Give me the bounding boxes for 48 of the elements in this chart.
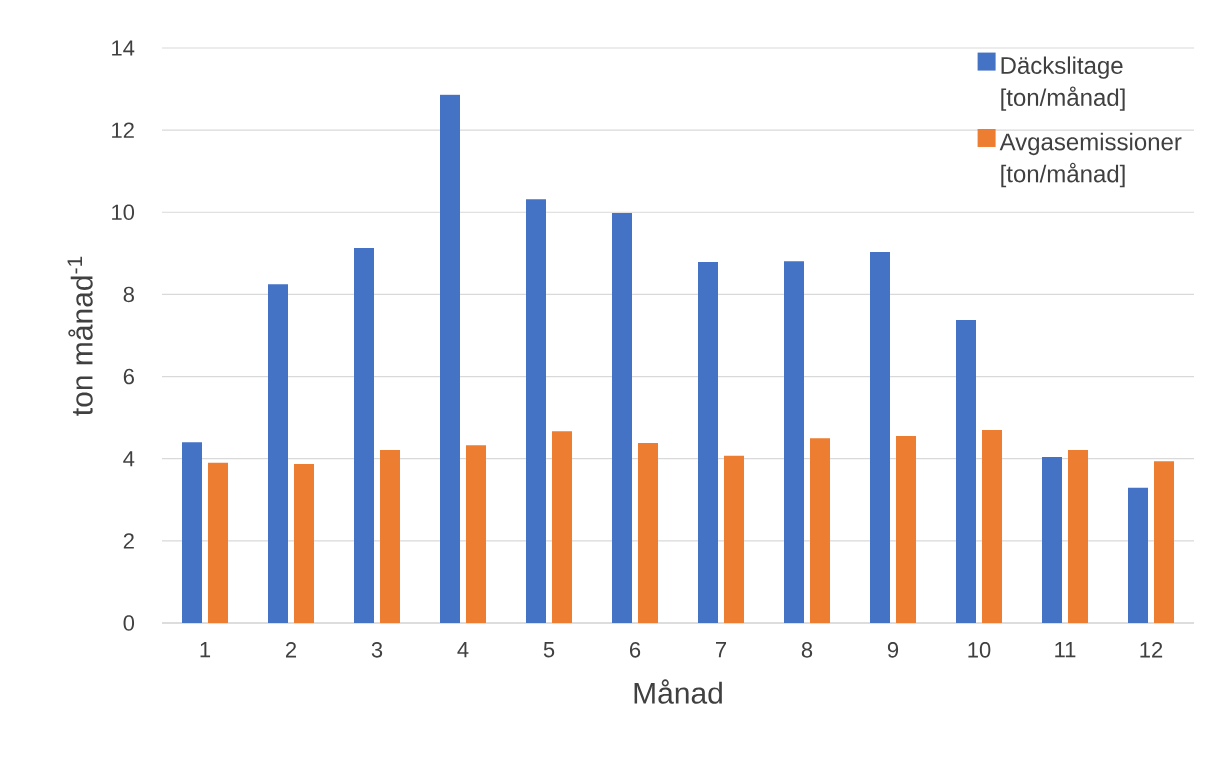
y-axis-title: ton månad$^{-1}$ — [67, 256, 93, 416]
bar — [380, 450, 400, 623]
y-tick-label: 14 — [112, 40, 135, 56]
bar — [354, 248, 374, 623]
bar — [1068, 450, 1089, 623]
x-tick-label: 6 — [630, 642, 641, 658]
bar — [440, 94, 460, 623]
y-tick-label: 0 — [123, 615, 135, 631]
bar — [526, 199, 546, 623]
x-tick-label: 11 — [1055, 642, 1076, 658]
bar — [896, 436, 916, 623]
x-tick-label: 1 — [200, 642, 211, 658]
x-tick-label: 2 — [285, 642, 297, 658]
bar — [698, 261, 718, 623]
y-tick-label: 10 — [112, 204, 135, 221]
x-tick-label: 8 — [801, 642, 813, 658]
bar — [724, 455, 744, 623]
bar — [268, 284, 288, 623]
bar — [552, 431, 572, 623]
x-axis-title: Månad — [634, 679, 722, 704]
bar — [1042, 457, 1062, 623]
bar — [638, 443, 658, 623]
bar — [466, 445, 486, 623]
bar — [208, 462, 228, 623]
bar — [182, 442, 202, 623]
x-tick-label: 7 — [716, 642, 727, 658]
x-tick-label: 4 — [457, 642, 469, 658]
bar — [294, 464, 314, 623]
y-tick-label: 4 — [123, 451, 135, 467]
bar — [1128, 487, 1148, 623]
y-tick-label: 6 — [123, 368, 134, 385]
y-tick-label: 2 — [123, 533, 134, 549]
bar — [784, 261, 804, 623]
bar — [612, 213, 632, 623]
y-tick-label: 8 — [123, 286, 134, 303]
x-tick-label: 5 — [543, 642, 555, 658]
bar — [956, 319, 976, 623]
x-tick-label: 3 — [371, 642, 383, 658]
x-tick-label: 12 — [1140, 642, 1163, 658]
bar — [1154, 461, 1175, 623]
bar — [870, 252, 890, 623]
bar — [982, 429, 1002, 623]
bar — [810, 438, 830, 623]
legend-label: Däckslitage [ton/månad] — [1001, 56, 1125, 111]
y-tick-label: 12 — [112, 122, 134, 138]
x-tick-label: 10 — [968, 642, 991, 658]
x-tick-label: 9 — [887, 642, 899, 658]
legend-label: Avgasemissioner [ton/månad] — [999, 132, 1182, 188]
